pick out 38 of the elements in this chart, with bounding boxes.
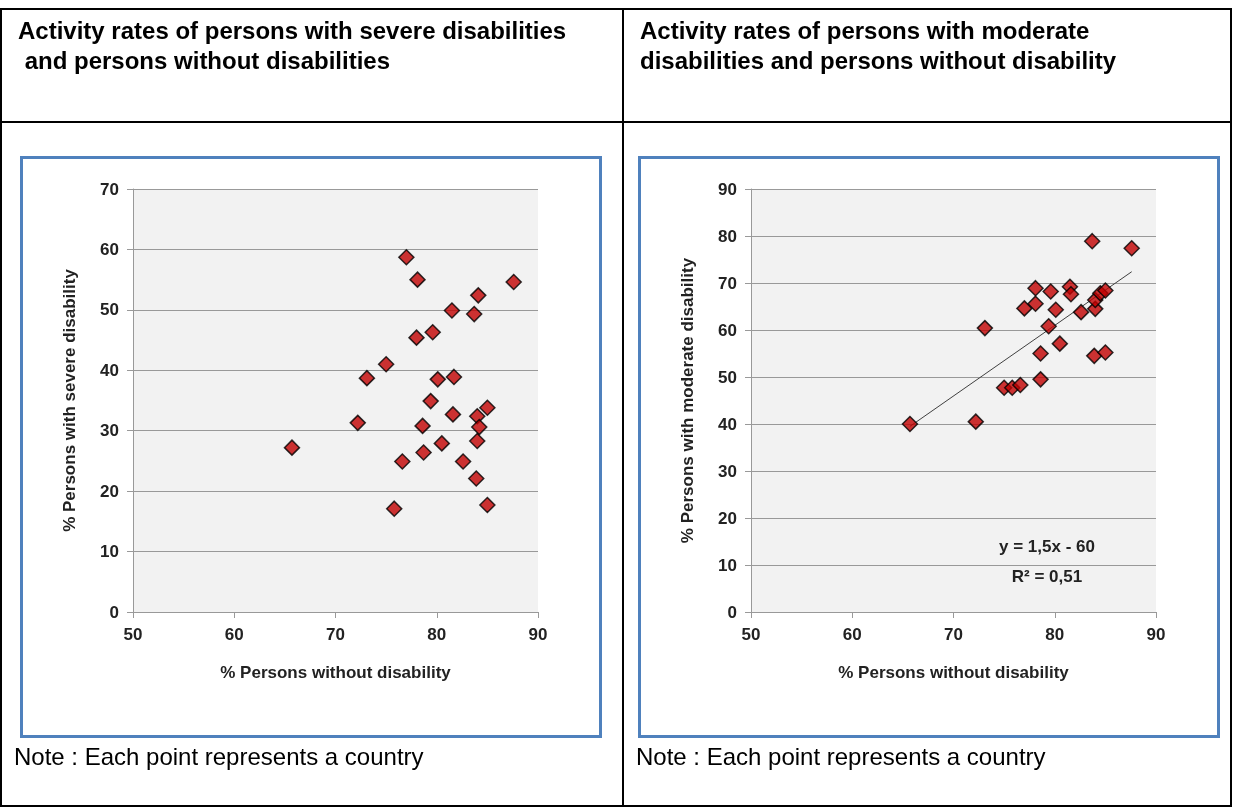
y-axis-title: % Persons with moderate disability — [678, 257, 697, 544]
y-tick-label: 40 — [718, 414, 737, 434]
x-tick-label: 60 — [842, 625, 862, 644]
x-tick-label: 90 — [528, 625, 548, 644]
y-tick-label: 70 — [100, 179, 119, 199]
y-tick-label: 50 — [100, 300, 119, 320]
y-tick-label: 60 — [718, 320, 737, 340]
y-tick-label: 30 — [718, 461, 737, 481]
y-tick-label: 30 — [100, 421, 119, 441]
text: Note : Each point represents a country — [636, 743, 1046, 771]
x-tick-label: 70 — [326, 625, 345, 644]
x-tick-label: 60 — [224, 625, 244, 644]
chart-title: Activity rates of persons with severe disabilities and persons without disabilities — [2, 10, 622, 123]
y-tick-label: 10 — [718, 555, 737, 575]
y-axis-title: % Persons with severe disability — [60, 268, 79, 532]
y-tick-label: 70 — [718, 273, 737, 293]
x-tick-label: 70 — [944, 625, 963, 644]
y-tick-label: 10 — [100, 542, 119, 562]
y-tick-label: 60 — [100, 239, 119, 259]
x-axis-title: % Persons without disability — [220, 663, 452, 682]
y-tick-label: 0 — [727, 602, 737, 622]
y-tick-label: 90 — [718, 179, 737, 199]
x-tick-label: 50 — [123, 625, 143, 644]
annotation: y = 1,5x - 60 — [998, 537, 1096, 557]
x-tick-label: 50 — [741, 625, 761, 644]
x-tick-label: 80 — [1045, 625, 1065, 644]
x-tick-label: 90 — [1146, 625, 1166, 644]
y-tick-label: 20 — [100, 481, 119, 501]
x-axis-title: % Persons without disability — [838, 663, 1070, 682]
y-tick-label: 20 — [718, 508, 737, 528]
annotation: R² = 0,51 — [1010, 567, 1084, 587]
chart-title: Activity rates of persons with moderate disabilities and persons without disability — [624, 10, 1230, 123]
x-tick-label: 80 — [427, 625, 447, 644]
y-tick-label: 0 — [109, 602, 119, 622]
y-tick-label: 50 — [718, 367, 737, 387]
y-tick-label: 40 — [100, 360, 119, 380]
text: Note : Each point represents a country — [14, 743, 424, 771]
y-tick-label: 80 — [718, 226, 737, 246]
